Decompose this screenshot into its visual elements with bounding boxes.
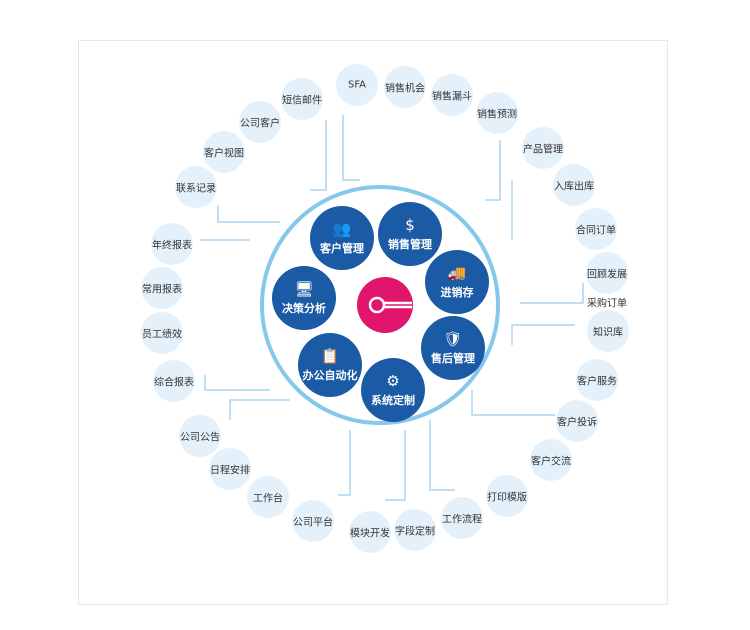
feature-node xyxy=(431,74,473,116)
shield-person-icon: 🛡 xyxy=(443,330,463,348)
feature-label: 合同订单 xyxy=(576,225,616,237)
feature-node xyxy=(281,78,323,120)
feature-label: 打印模版 xyxy=(487,492,527,504)
feature-label: 销售预测 xyxy=(477,109,517,121)
clipboard-check-icon: 📋 xyxy=(320,347,340,365)
connector xyxy=(217,205,280,223)
connector xyxy=(338,430,351,496)
feature-node xyxy=(179,415,221,457)
feature-node xyxy=(586,252,628,294)
feature-label: 采购订单 xyxy=(587,298,627,310)
feature-node xyxy=(384,66,426,108)
feature-node xyxy=(476,92,518,134)
connector xyxy=(520,283,584,304)
truck-icon: 🚚 xyxy=(447,264,467,282)
module-label: 系统定制 xyxy=(371,394,415,407)
feature-node xyxy=(349,511,391,553)
module-label: 销售管理 xyxy=(388,238,432,251)
feature-node xyxy=(587,310,629,352)
connector xyxy=(511,324,575,345)
feature-label: 公司客户 xyxy=(240,118,280,130)
feature-node xyxy=(553,164,595,206)
feature-label: 销售机会 xyxy=(385,83,425,95)
feature-node xyxy=(141,312,183,354)
module-label: 决策分析 xyxy=(282,302,326,315)
gears-icon: ⚙ xyxy=(386,372,400,390)
feature-label: 客户交流 xyxy=(531,456,571,468)
feature-label: 公司公告 xyxy=(180,432,220,444)
feature-label: 综合报表 xyxy=(154,377,194,389)
feature-label: 日程安排 xyxy=(210,465,250,477)
feature-label: 工作流程 xyxy=(442,514,482,526)
circuit-node-icon xyxy=(368,296,412,314)
feature-label: 客户服务 xyxy=(577,376,617,388)
connector xyxy=(429,420,455,491)
feature-node xyxy=(522,127,564,169)
feature-node xyxy=(530,439,572,481)
feature-node xyxy=(153,360,195,402)
feature-node xyxy=(239,101,281,143)
module-label: 办公自动化 xyxy=(302,369,358,382)
module-3: 🛡 售后管理 xyxy=(421,316,485,380)
feature-node xyxy=(556,400,598,442)
person-dollar-icon: $ xyxy=(405,216,415,234)
module-0: 👥 客户管理 xyxy=(310,206,374,270)
module-2: 🚚 进销存 xyxy=(425,250,489,314)
presentation-icon: 🖥 xyxy=(294,280,314,298)
feature-label: 销售漏斗 xyxy=(432,91,472,103)
feature-label: 字段定制 xyxy=(395,526,435,538)
connector xyxy=(471,390,555,416)
feature-label: 公司平台 xyxy=(293,517,333,529)
feature-label: 知识库 xyxy=(593,327,623,339)
feature-node xyxy=(209,448,251,490)
feature-node xyxy=(486,475,528,517)
connector xyxy=(229,399,290,420)
module-4: ⚙ 系统定制 xyxy=(361,358,425,422)
feature-label: 产品管理 xyxy=(523,144,563,156)
feature-node xyxy=(141,267,183,309)
feature-label: 回顾发展 xyxy=(587,269,627,281)
feature-node xyxy=(576,359,618,401)
feature-label: 入库出库 xyxy=(554,181,594,193)
feature-node xyxy=(247,476,289,518)
feature-label: SFA xyxy=(347,79,367,91)
module-1: $ 销售管理 xyxy=(378,202,442,266)
module-label: 售后管理 xyxy=(431,352,475,365)
feature-label: 联系记录 xyxy=(176,183,216,195)
feature-label: 客户视图 xyxy=(204,148,244,160)
module-label: 进销存 xyxy=(440,286,474,299)
module-label: 客户管理 xyxy=(320,242,364,255)
feature-node xyxy=(441,497,483,539)
feature-node xyxy=(203,131,245,173)
module-6: 🖥 决策分析 xyxy=(272,266,336,330)
connector xyxy=(310,120,327,191)
feature-node xyxy=(575,208,617,250)
feature-node xyxy=(175,166,217,208)
frame xyxy=(78,40,668,605)
feature-node xyxy=(336,64,378,106)
feature-label: 模块开发 xyxy=(350,528,390,540)
connector xyxy=(485,140,501,201)
feature-label: 年终报表 xyxy=(152,240,192,252)
feature-node xyxy=(394,509,436,551)
feature-node xyxy=(151,223,193,265)
connector xyxy=(204,375,270,391)
feature-label: 短信邮件 xyxy=(282,95,322,107)
feature-label: 常用报表 xyxy=(142,284,182,296)
feature-label: 员工绩效 xyxy=(142,329,182,341)
module-5: 📋 办公自动化 xyxy=(298,333,362,397)
feature-node xyxy=(292,500,334,542)
org-chart-icon: 👥 xyxy=(332,220,352,238)
connector xyxy=(385,430,406,501)
feature-label: 客户投诉 xyxy=(557,417,597,429)
feature-label: 工作台 xyxy=(253,493,283,505)
connector xyxy=(342,115,360,181)
